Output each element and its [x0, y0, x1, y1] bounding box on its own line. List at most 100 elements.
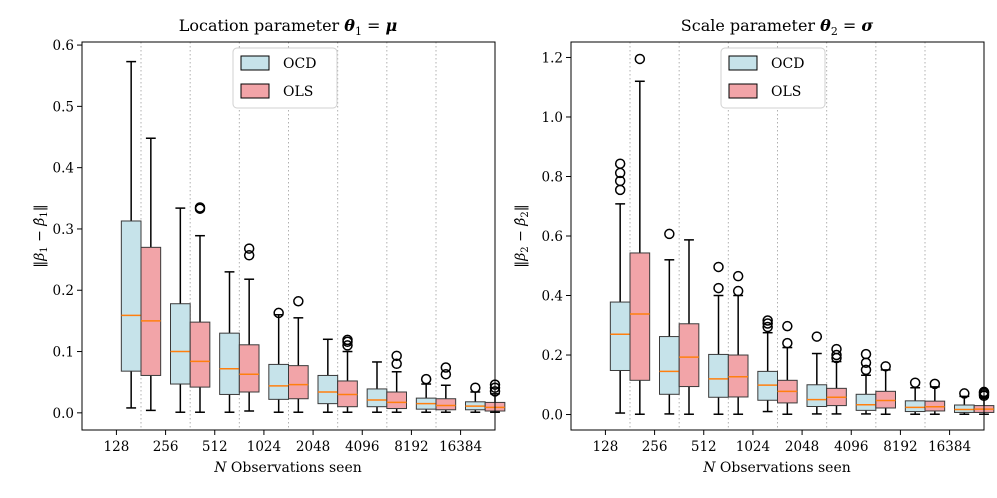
location-parameter-chart: Location parameter θ1 = μ 0.0 0.1 0.2 0.3 0.… — [32, 16, 506, 476]
outlier-point — [782, 337, 793, 349]
y-tick-label: 0.6 — [542, 229, 563, 245]
legend-swatch-ols — [240, 83, 270, 99]
x-tick-label: 128 — [593, 439, 619, 455]
iqr-box — [140, 246, 162, 376]
box-ocd-2048 — [317, 338, 339, 413]
x-tick-label: 1024 — [247, 439, 281, 455]
outlier-point — [194, 202, 206, 213]
chart-title: Location parameter θ1 = μ — [179, 16, 398, 38]
box-ols-2048 — [826, 343, 847, 415]
iqr-box — [219, 332, 240, 395]
iqr-box — [238, 344, 260, 393]
y-tick-label: 0.8 — [542, 169, 563, 185]
outlier-point — [831, 349, 842, 361]
y-tick-label: 0.0 — [542, 408, 563, 424]
outlier-point — [293, 296, 304, 307]
box-ols-4096 — [875, 361, 896, 415]
legend-swatch-ocd — [240, 55, 270, 71]
x-tick-label: 2048 — [296, 439, 330, 455]
outlier-point — [614, 184, 626, 196]
iqr-box — [609, 301, 631, 371]
x-tick-label: 1024 — [736, 439, 770, 455]
outlier-point — [470, 382, 481, 393]
box-ocd-4096 — [855, 348, 877, 415]
x-tick-label: 256 — [642, 439, 668, 455]
box-ocd-1024 — [268, 307, 290, 413]
box-ols-8192 — [924, 378, 946, 415]
iqr-box — [435, 398, 457, 411]
iqr-box — [904, 400, 926, 413]
box-ols-1024 — [288, 296, 309, 413]
box-ols-128 — [629, 53, 651, 415]
y-tick-label: 1.0 — [542, 110, 563, 126]
x-tick-label: 4096 — [345, 439, 379, 455]
box-ocd-1024 — [757, 315, 778, 413]
x-tick-label: 256 — [153, 439, 179, 455]
legend: OCD OLS — [232, 47, 338, 109]
box-ocd-128 — [120, 60, 142, 409]
legend-label-ols: OLS — [771, 84, 801, 100]
y-tick-label: 0.6 — [53, 38, 74, 54]
outlier-point — [634, 53, 646, 65]
box-ocd-8192 — [415, 373, 437, 413]
outlier-point — [811, 331, 823, 342]
x-axis-label: N Observations seen — [213, 460, 362, 476]
box-ocd-16384 — [465, 382, 486, 413]
chart-title: Scale parameter θ2 = σ — [681, 16, 874, 38]
x-tick-label: 16384 — [439, 439, 482, 455]
box-ols-512 — [727, 270, 749, 415]
outlier-point — [880, 361, 891, 372]
box-ols-256 — [189, 202, 211, 413]
x-axis-label: N Observations seen — [702, 460, 851, 476]
y-tick-label: 0.4 — [542, 289, 563, 305]
outlier-point — [243, 243, 255, 254]
outlier-point — [664, 228, 675, 240]
iqr-box — [678, 323, 700, 388]
iqr-box — [875, 390, 896, 409]
iqr-box — [386, 391, 408, 410]
iqr-box — [317, 374, 339, 405]
outlier-point — [959, 388, 970, 399]
legend: OCD OLS — [720, 47, 826, 109]
y-tick-label: 0.4 — [53, 161, 74, 177]
outlier-point — [762, 321, 773, 333]
box-ols-256 — [678, 239, 700, 415]
iqr-box — [120, 220, 142, 372]
outlier-point — [614, 158, 626, 169]
x-tick-label: 128 — [104, 439, 130, 455]
y-tick-label: 0.2 — [542, 348, 563, 364]
legend-label-ocd: OCD — [771, 56, 804, 72]
outlier-point — [440, 368, 452, 380]
outlier-point — [909, 377, 921, 388]
box-ocd-512 — [219, 271, 240, 413]
y-axis-label: ‖β2 − β̂2‖ — [513, 204, 531, 268]
box-ocd-256 — [170, 207, 191, 413]
box-ocd-8192 — [904, 377, 926, 415]
box-ols-1024 — [777, 320, 798, 415]
outlier-point — [391, 350, 402, 362]
legend-label-ocd: OCD — [283, 56, 316, 72]
box-ocd-2048 — [806, 331, 828, 415]
outlier-point — [342, 340, 353, 351]
box-ocd-4096 — [366, 361, 388, 413]
outlier-point — [860, 348, 872, 360]
box-ols-2048 — [337, 334, 358, 413]
iqr-box — [189, 321, 211, 388]
outlier-point — [929, 378, 941, 390]
x-tick-label: 512 — [202, 439, 228, 455]
outlier-point — [391, 358, 402, 370]
iqr-box — [708, 353, 729, 398]
scale-parameter-chart: Scale parameter θ2 = σ 0.0 0.2 0.4 0.6 0.8 1.… — [513, 16, 995, 476]
box-ocd-256 — [659, 228, 680, 415]
legend-swatch-ocd — [728, 55, 758, 71]
iqr-box — [855, 393, 877, 411]
iqr-box — [268, 363, 290, 400]
y-tick-label: 0.5 — [53, 99, 74, 115]
box-ocd-512 — [708, 261, 729, 415]
iqr-box — [806, 384, 828, 407]
plot-area — [81, 41, 496, 431]
iqr-box — [659, 336, 680, 395]
y-tick-label: 0.2 — [53, 283, 74, 299]
outlier-point — [614, 175, 626, 187]
